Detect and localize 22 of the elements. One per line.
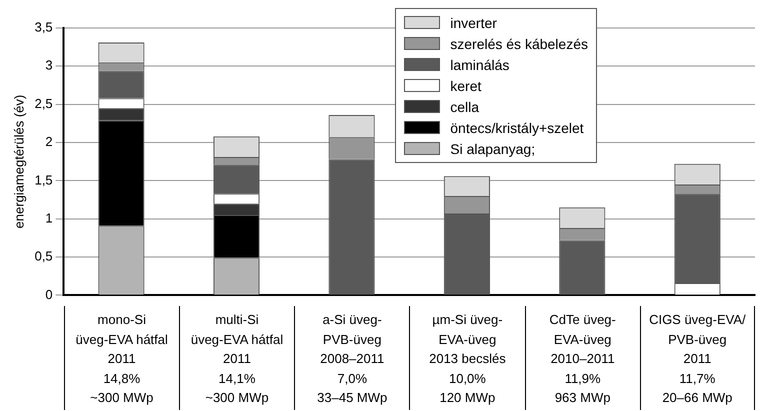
- y-tick-label: 2: [45, 134, 53, 150]
- legend-label: cella: [450, 98, 480, 114]
- legend-label: inverter: [450, 14, 497, 30]
- legend-label: keret: [450, 78, 482, 94]
- x-tick-label: CdTe üveg- EVA-üveg 2010–2011 11,9% 963 MWp: [548, 311, 617, 407]
- y-tick-label: 3: [45, 58, 53, 73]
- legend-label: szerelés és kábelezés: [450, 36, 588, 52]
- y-tick-label: 0,5: [34, 248, 53, 264]
- y-tick-label: 1,5: [34, 172, 53, 188]
- y-tick-label: 2,5: [34, 96, 53, 111]
- y-tick-label: 1: [45, 210, 53, 226]
- x-tick-label: multi-Si üveg-EVA hátfal 2011 14,1% ~300 MWp: [190, 311, 284, 407]
- legend-label: laminálás: [450, 56, 510, 72]
- x-tick-label: CIGS üveg-EVA/ PVB-üveg 2011 11,7% 20–66 MWp: [648, 311, 747, 407]
- legend-label: öntecs/kristály+szelet: [450, 120, 584, 136]
- x-tick-label: mono-Si üveg-EVA hátfal 2011 14,8% ~300 MWp: [74, 311, 169, 407]
- x-tick-label: µm-Si üveg- EVA-üveg 2013 becslés 10,0% 120 MWp: [428, 311, 507, 407]
- y-tick-label: 0: [45, 286, 53, 302]
- x-tick-label: a-Si üveg- PVB-üveg 2008–2011 7,0% 33–45 MWp: [316, 311, 388, 407]
- y-tick-label: 3,5: [34, 20, 53, 35]
- y-axis-title: energiamegtérülés (év): [11, 94, 26, 228]
- legend-label: Si alapanyag;: [450, 140, 536, 156]
